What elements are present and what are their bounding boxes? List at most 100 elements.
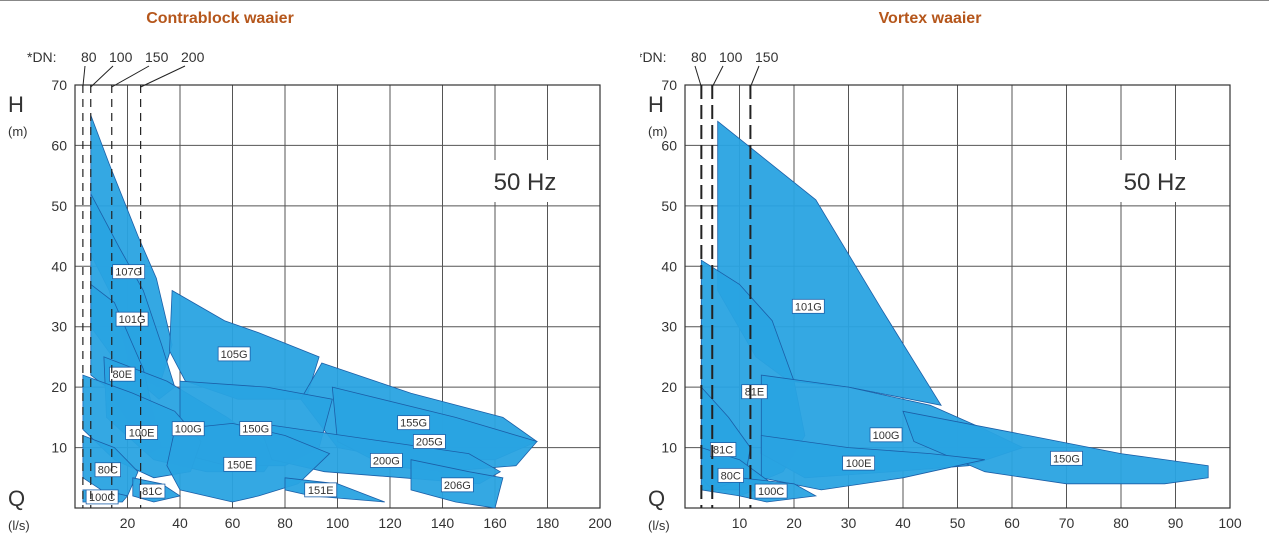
dn-leader — [711, 65, 724, 88]
region-label-box — [842, 455, 876, 471]
x-tick-label: 80 — [1113, 515, 1129, 531]
dn-leader — [140, 65, 186, 88]
y-tick-label: 40 — [51, 258, 67, 274]
x-tick-label: 70 — [1059, 515, 1075, 531]
chart-contrablock: 107G 101G 80E 105G 100G 155G 150G 100E 205G 200G 1… — [8, 49, 612, 533]
y-tick-label: 50 — [51, 198, 67, 214]
x-tick-label: 180 — [536, 515, 560, 531]
y-tick-label: 20 — [51, 379, 67, 395]
dn-leader — [90, 65, 114, 88]
y-tick-label: 70 — [51, 77, 67, 93]
x-axis-symbol: Q — [8, 486, 25, 511]
y-axis-symbol: H — [8, 92, 24, 117]
region-label-box — [125, 425, 159, 440]
region-label: 200G — [373, 455, 400, 467]
x-axis-unit: (l/s) — [8, 518, 30, 533]
x-tick-label: 60 — [225, 515, 241, 531]
region-label-box — [369, 453, 403, 468]
dn-leader — [82, 65, 86, 88]
y-tick-label: 60 — [51, 137, 67, 153]
y-axis-unit: (m) — [648, 124, 668, 139]
region-label: 107G — [115, 267, 142, 279]
region-label-box — [1050, 450, 1083, 466]
y-tick-label: 30 — [51, 319, 67, 335]
region-label: 101G — [119, 314, 146, 326]
region-label-box — [412, 434, 446, 449]
region-label: 100E — [846, 458, 872, 470]
y-tick-label: 10 — [51, 440, 67, 456]
dn-leader — [694, 65, 702, 88]
dn-label-200: 200 — [181, 49, 205, 65]
x-tick-label: 20 — [120, 515, 136, 531]
region-label: 100E — [129, 427, 155, 439]
region-label: 100G — [175, 424, 202, 436]
region-label: 80C — [98, 465, 118, 477]
region-label-box — [217, 346, 251, 362]
region-label: 151E — [308, 485, 334, 497]
dn-prefix: *DN: — [27, 49, 57, 65]
x-tick-label: 50 — [950, 515, 966, 531]
x-tick-label: 40 — [172, 515, 188, 531]
y-tick-label: 40 — [661, 258, 677, 274]
x-tick-label: 160 — [483, 515, 507, 531]
region-label: 80E — [112, 369, 132, 381]
x-tick-label: 80 — [277, 515, 293, 531]
x-tick-label: 90 — [1168, 515, 1184, 531]
frequency-label-bg — [1090, 160, 1220, 202]
frequency-label-bg — [460, 160, 590, 202]
region-label: 206G — [444, 480, 471, 492]
y-tick-label: 30 — [661, 319, 677, 335]
region-label: 100C — [89, 492, 115, 504]
y-tick-label: 70 — [661, 77, 677, 93]
dn-label-150: 150 — [145, 49, 169, 65]
x-tick-label: 200 — [588, 515, 612, 531]
x-tick-label: 40 — [895, 515, 911, 531]
y-tick-label: 60 — [661, 137, 677, 153]
region-label: 205G — [416, 437, 443, 449]
region-label: 81C — [142, 486, 162, 498]
region-label-box — [85, 489, 119, 505]
region-label: 101G — [795, 301, 822, 313]
plot-frame — [74, 84, 601, 509]
region-label-box — [440, 477, 474, 493]
region-label-box — [710, 442, 737, 457]
dn-label-80: 80 — [81, 49, 97, 65]
region-label: 81C — [713, 445, 733, 457]
x-tick-label: 100 — [1218, 515, 1242, 531]
region-label-box — [139, 483, 166, 499]
region-label: 100G — [873, 430, 900, 442]
x-axis-symbol: Q — [648, 486, 665, 511]
y-axis-symbol: H — [648, 92, 664, 117]
dn-label-80: 80 — [691, 49, 707, 65]
region-label-box — [717, 467, 744, 483]
region-label-box — [109, 366, 136, 382]
chart-title-contrablock: Contrablock waaier — [146, 10, 294, 27]
region-label: 100C — [758, 486, 784, 498]
x-tick-label: 30 — [841, 515, 857, 531]
region-label-box — [791, 298, 825, 314]
y-axis-unit: (m) — [8, 124, 28, 139]
dn-label-100: 100 — [719, 49, 743, 65]
region-label: 155G — [400, 418, 427, 430]
dn-leader — [111, 65, 150, 88]
region-label: 150E — [227, 459, 253, 471]
region-label-box — [112, 264, 146, 280]
y-tick-label: 50 — [661, 198, 677, 214]
dn-label-150: 150 — [755, 49, 779, 65]
region-label: 150G — [1053, 453, 1080, 465]
x-tick-label: 60 — [1004, 515, 1020, 531]
x-tick-label: 20 — [786, 515, 802, 531]
x-axis-unit: (l/s) — [648, 518, 670, 533]
chart-vortex: 101G 81E 100G 150G 100E 81C 80C 100C *DN: 80 100 15… — [640, 49, 1242, 533]
region-label-box — [869, 427, 903, 443]
frequency-label: 50 Hz — [1124, 169, 1187, 196]
region-label-box — [754, 483, 788, 499]
y-tick-label: 20 — [661, 379, 677, 395]
x-tick-label: 140 — [431, 515, 455, 531]
region-label-box — [304, 482, 338, 498]
dn-prefix: *DN: — [640, 49, 667, 65]
frequency-label: 50 Hz — [494, 169, 557, 196]
region-label: 81E — [745, 387, 765, 399]
region-label: 150G — [242, 424, 269, 436]
dn-leader — [749, 65, 760, 88]
